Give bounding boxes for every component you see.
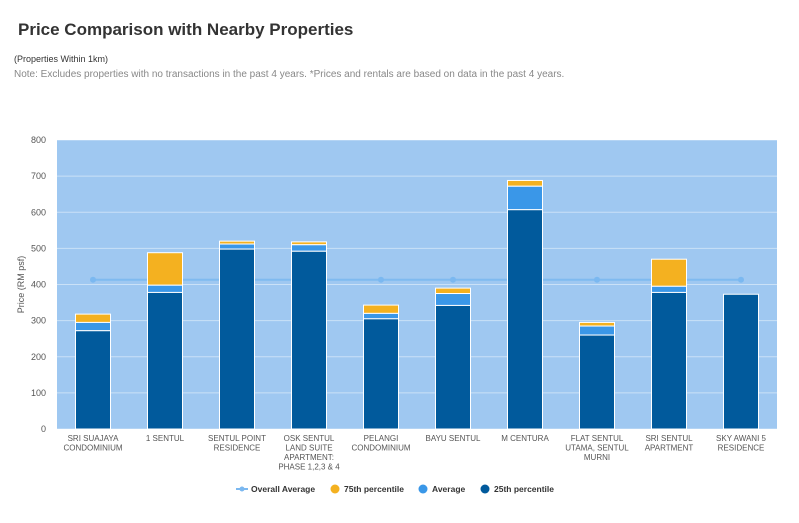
bar-75th-percentile (363, 304, 399, 314)
bar-75th-percentile (579, 321, 615, 327)
overall-average-point (306, 277, 312, 283)
bar-average (651, 285, 687, 293)
x-tick-label: OSK SENTUL LAND SUITE APARTMENT: PHASE 1,2,… (278, 434, 340, 472)
overall-average-point (738, 276, 744, 283)
bar-75th-percentile (147, 252, 183, 286)
bar-25th-percentile (147, 291, 183, 430)
x-tick-label: M CENTURA (501, 434, 549, 443)
y-tick-label: 100 (31, 388, 46, 398)
legend-marker (480, 484, 490, 494)
y-tick-label: 700 (31, 171, 46, 181)
bar-25th-percentile (291, 250, 327, 430)
bar-average (363, 312, 399, 320)
legend-marker-overall-average (239, 486, 245, 492)
legend-item: 25th percentile (480, 484, 554, 494)
bar-25th-percentile (219, 248, 255, 430)
bar-average (75, 321, 111, 332)
bar-25th-percentile (651, 291, 687, 430)
legend-marker (418, 484, 428, 494)
y-tick-label: 300 (31, 316, 46, 326)
y-tick-label: 200 (31, 352, 46, 362)
chart-note: Note: Excludes properties with no transa… (14, 69, 565, 80)
y-tick-label: 800 (31, 135, 46, 145)
legend-label: Overall Average (251, 484, 315, 494)
legend-label: 25th percentile (494, 484, 554, 494)
x-tick-label: FLAT SENTUL UTAMA, SENTUL MURNI (565, 434, 629, 462)
chart-title: Price Comparison with Nearby Properties (18, 20, 354, 39)
x-tick-label: SENTUL POINT RESIDENCE (208, 434, 266, 453)
legend-item: 75th percentile (330, 484, 404, 494)
overall-average-point (450, 276, 456, 283)
y-tick-label: 600 (31, 207, 46, 217)
legend-item: Overall Average (236, 484, 315, 494)
overall-average-point (666, 277, 672, 283)
y-tick-label: 400 (31, 280, 46, 290)
bar-25th-percentile (435, 304, 471, 430)
legend-label: 75th percentile (344, 484, 404, 494)
bar-25th-percentile (507, 209, 543, 430)
bar-25th-percentile (579, 334, 615, 430)
bar-25th-percentile (363, 318, 399, 430)
overall-average-point (594, 276, 600, 283)
bar-average (219, 243, 255, 250)
bar-average (291, 244, 327, 252)
bar-average (147, 284, 183, 293)
y-axis-label: Price (RM psf) (16, 256, 26, 314)
x-tick-label: BAYU SENTUL (426, 434, 482, 443)
bar-25th-percentile (723, 293, 759, 430)
bar-75th-percentile (75, 313, 111, 323)
x-tick-label: PELANGI CONDOMINIUM (351, 434, 410, 453)
x-tick-label: SRI SENTUL APARTMENT (645, 434, 694, 453)
bar-average (435, 293, 471, 306)
bar-75th-percentile (435, 287, 471, 295)
legend-item: Average (418, 484, 466, 494)
overall-average-point (234, 277, 240, 283)
overall-average-point (378, 276, 384, 283)
legend-label: Average (432, 484, 466, 494)
bar-25th-percentile (75, 330, 111, 430)
overall-average-point (162, 277, 168, 283)
bar-75th-percentile (507, 179, 543, 187)
x-tick-label: 1 SENTUL (146, 434, 185, 443)
legend-marker (330, 484, 340, 494)
x-tick-label: SKY AWANI 5 RESIDENCE (716, 434, 766, 453)
x-tick-label: SRI SUAJAYA CONDOMINIUM (63, 434, 122, 453)
bar-75th-percentile (651, 258, 687, 287)
y-tick-label: 500 (31, 243, 46, 253)
y-tick-label: 0 (41, 424, 46, 434)
bar-average (507, 185, 543, 211)
overall-average-point (90, 276, 96, 283)
overall-average-point (522, 277, 528, 283)
bar-average (579, 325, 615, 336)
chart-subtitle: (Properties Within 1km) (14, 54, 109, 64)
